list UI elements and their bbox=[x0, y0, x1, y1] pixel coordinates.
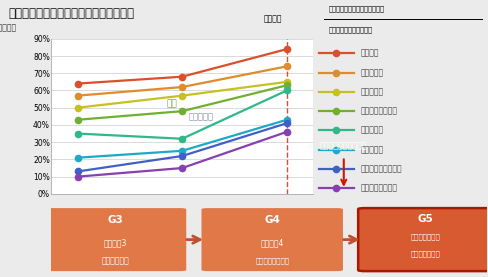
FancyBboxPatch shape bbox=[201, 208, 342, 271]
Text: 断熱等級4: 断熱等級4 bbox=[260, 238, 284, 247]
Text: G4: G4 bbox=[264, 215, 280, 225]
Text: （改善率）: （改善率） bbox=[0, 24, 17, 33]
Text: 改善率＝: 改善率＝ bbox=[264, 14, 282, 23]
Text: のどの痛み: のどの痛み bbox=[360, 87, 383, 96]
Text: G3: G3 bbox=[108, 215, 123, 225]
Text: 三井ホームの断熱仕様: 三井ホームの断熱仕様 bbox=[319, 142, 366, 151]
Text: 手足の冷え: 手足の冷え bbox=[188, 113, 213, 122]
Text: 住宅の断熱性向上に伴う健康状態の変化: 住宅の断熱性向上に伴う健康状態の変化 bbox=[9, 7, 135, 20]
Text: 温暖地で北海道: 温暖地で北海道 bbox=[410, 234, 440, 240]
Text: G5: G5 bbox=[417, 214, 433, 224]
Text: 健康状態: 健康状態 bbox=[360, 49, 378, 58]
Text: 前の住まいで出ていた人: 前の住まいで出ていた人 bbox=[328, 26, 371, 33]
FancyBboxPatch shape bbox=[357, 208, 488, 271]
Text: 新省エネ基準: 新省エネ基準 bbox=[102, 256, 129, 265]
Text: 気管支喘息: 気管支喘息 bbox=[360, 68, 383, 77]
Text: アレルギー性結膜炎: アレルギー性結膜炎 bbox=[360, 165, 401, 173]
Text: 次世代省エネ基準: 次世代省エネ基準 bbox=[255, 257, 289, 264]
Text: 目のかゆみ: 目のかゆみ bbox=[360, 145, 383, 154]
Text: 新しい住まいで出なくなった人: 新しい住まいで出なくなった人 bbox=[328, 6, 384, 12]
Text: アトピー性皮膚炎: アトピー性皮膚炎 bbox=[360, 107, 397, 116]
Text: 断熱等級3: 断熱等級3 bbox=[104, 238, 127, 247]
Text: アレルギー性鼻炎: アレルギー性鼻炎 bbox=[360, 184, 397, 193]
Text: 仕様の断熱性能: 仕様の断熱性能 bbox=[410, 250, 440, 257]
Text: せき: せき bbox=[166, 99, 177, 108]
FancyBboxPatch shape bbox=[45, 208, 186, 271]
Text: 肌のかゆみ: 肌のかゆみ bbox=[360, 126, 383, 135]
